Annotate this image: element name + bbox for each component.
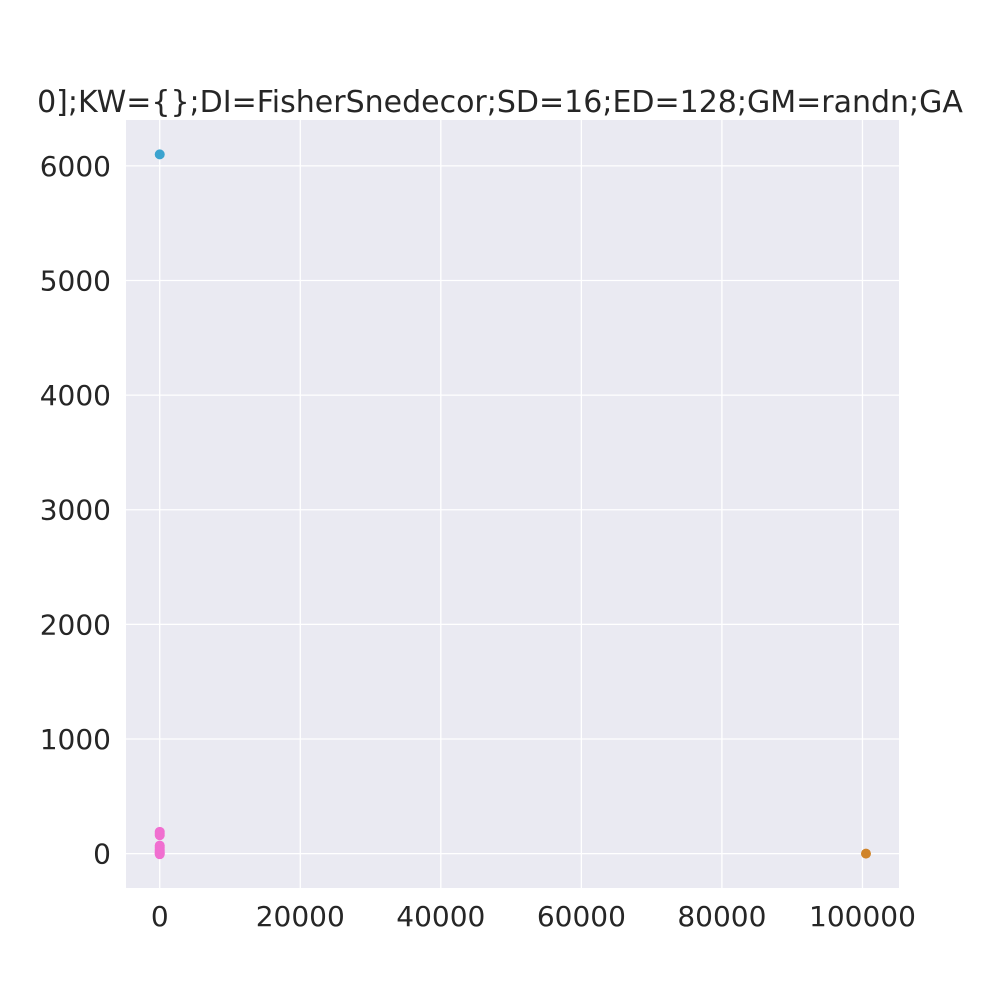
x-tick-label: 80000 (677, 900, 766, 933)
x-tick-label: 100000 (809, 900, 916, 933)
x-axis-ticks: 0 20000 40000 60000 80000 100000 (151, 900, 916, 933)
data-points (154, 149, 871, 860)
x-tick-label: 0 (151, 900, 169, 933)
y-tick-label: 3000 (40, 494, 111, 527)
y-tick-label: 2000 (40, 608, 111, 641)
x-tick-label: 60000 (537, 900, 626, 933)
grid-lines (126, 120, 899, 888)
data-point (154, 830, 165, 841)
y-tick-label: 6000 (40, 150, 111, 183)
y-tick-label: 5000 (40, 264, 111, 297)
y-axis-ticks: 0 1000 2000 3000 4000 5000 6000 (40, 150, 111, 871)
y-tick-label: 0 (93, 838, 111, 871)
plot-area (126, 120, 899, 888)
x-tick-label: 20000 (256, 900, 345, 933)
y-tick-label: 1000 (40, 723, 111, 756)
x-tick-label: 40000 (396, 900, 485, 933)
data-point (860, 848, 871, 859)
data-point (154, 849, 165, 860)
chart-title: 0];KW={};DI=FisherSnedecor;SD=16;ED=128;… (37, 85, 963, 120)
y-tick-label: 4000 (40, 379, 111, 412)
data-point (154, 149, 165, 160)
